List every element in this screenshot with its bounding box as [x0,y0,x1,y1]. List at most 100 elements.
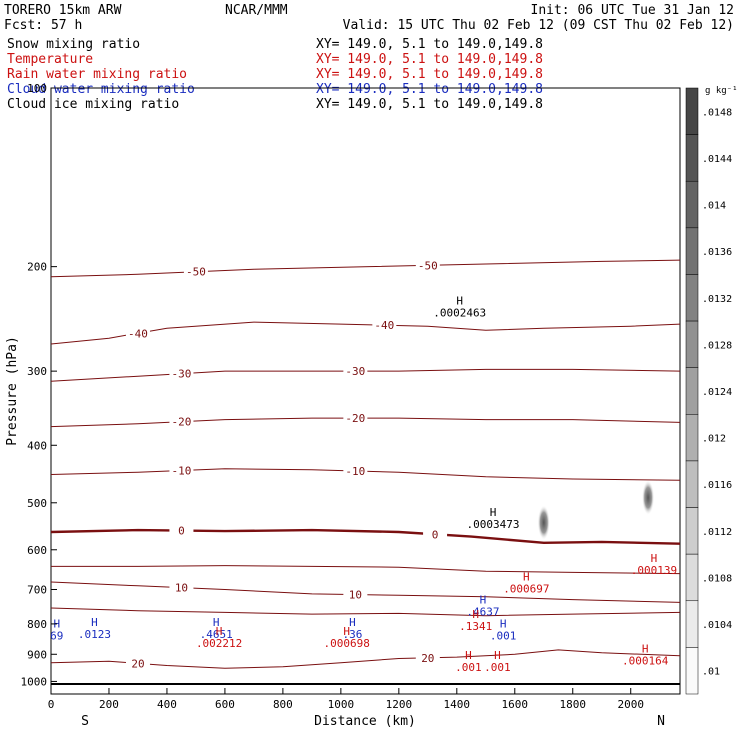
legend-snow-label: Snow mixing ratio [7,37,140,52]
colorbar-segment-5 [685,320,699,368]
high-value-14: .001 [455,661,482,674]
high-value-9: .0123 [78,628,111,641]
snow-maximum-1 [642,480,655,515]
center-title: NCAR/MMM [225,3,288,18]
colorbar-segment-1 [685,134,699,182]
contour-label-bg-2-1 [343,365,368,378]
high-marker-2: H [651,552,658,565]
y-tick-label-8: 200 [27,261,47,274]
temperature-contour-8 [51,607,680,617]
colorbar-segment-2 [685,180,699,229]
x-axis-left-end: S [81,714,89,729]
contour-label-bg-4-0 [169,464,194,477]
high-value-5: .1341 [459,620,492,633]
high-marker-6: H [500,617,507,630]
y-tick-label-3: 700 [27,584,47,597]
high-value-4: .4637 [466,605,499,618]
x-tick-label-7: 1400 [444,698,471,711]
temperature-contour-label-7-0: 10 [175,582,188,595]
temperature-contour-label-2-1: -30 [345,365,365,378]
valid-time: Valid: 15 UTC Thu 02 Feb 12 (09 CST Thu … [343,18,734,33]
legend-cloud-water-xy: XY= 149.0, 5.1 to 149.0,149.8 [316,82,543,97]
y-axis-label: Pressure (hPa) [5,336,20,446]
x-tick-label-1: 200 [99,698,119,711]
temperature-contour-label-0-1: -50 [418,259,438,272]
temperature-contour-label-1-0: -40 [128,327,148,340]
x-tick-label-9: 1800 [560,698,587,711]
high-marker-0: H [456,295,463,308]
temperature-contour-label-4-0: -10 [172,464,192,477]
colorbar-tick-label-3: .0136 [702,247,732,258]
colorbar-tick-label-7: .012 [702,434,726,445]
colorbar-tick-label-6: .0124 [702,387,732,398]
temperature-contour-label-7-1: 10 [349,589,362,602]
colorbar-unit: g kg⁻¹ [705,86,738,96]
colorbar-segment-8 [685,460,699,508]
x-axis: 0 200 400 600 800 1000 1200 1400 1600 1800 2000 [48,688,644,711]
y-tick-label-5: 500 [27,497,47,510]
high-marker-1: H [490,506,497,519]
y-tick-label-0: 1000 [21,675,48,688]
contour-label-bg-9-0 [125,657,150,670]
run-title: TORERO 15km ARW [4,3,122,18]
high-marker-14: H [465,649,472,662]
high-marker-7: H [642,642,649,655]
colorbar-segment-6 [685,367,699,415]
contour-label-bg-5-0 [169,524,194,537]
high-marker-15: H [494,649,501,662]
x-tick-label-0: 0 [48,698,55,711]
x-tick-label-4: 800 [273,698,293,711]
colorbar-tick-label-10: .0108 [702,573,732,584]
colorbar-segment-7 [685,414,699,462]
high-marker-10: H [213,616,220,629]
colorbar-tick-label-1: .0144 [702,154,732,165]
legend-temperature-label: Temperature [7,52,93,67]
plot-area: -50 -50 -40 -40 -30 -30 -20 -20 -10 -10 0 0 10 10 20 20… [51,259,680,685]
x-axis-label: Distance (km) [314,714,416,729]
high-value-6: .001 [490,629,517,642]
colorbar: .0148 .0144 .014 .0136 .0132 .0128 .0124 .012 .0… [685,87,732,695]
contour-label-bg-0-0 [183,265,208,278]
temperature-contour-label-1-1: -40 [374,319,394,332]
colorbar-segment-0 [685,87,699,135]
high-marker-4: H [480,593,487,606]
high-value-12: .36 [343,628,363,641]
colorbar-tick-label-8: .0116 [702,480,732,491]
field-legend: Snow mixing ratio XY= 149.0, 5.1 to 149.… [7,37,543,112]
y-axis: 1000 900 800 700 600 500 400 300 200 100 [21,82,57,688]
high-value-13: .000698 [323,637,369,650]
legend-rain-label: Rain water mixing ratio [7,67,187,82]
y-tick-label-6: 400 [27,439,47,452]
temperature-contour-label-4-1: -10 [345,465,365,478]
y-tick-label-4: 600 [27,544,47,557]
colorbar-segment-3 [685,227,699,275]
temperature-contour-0 [51,259,680,278]
high-marker-3: H [523,571,530,584]
temperature-contour-label-5-0: 0 [178,525,185,538]
high-value-1: .0003473 [467,518,520,531]
contour-label-bg-4-1 [343,465,368,478]
x-axis-right-end: N [657,714,665,729]
high-value-15: .001 [484,661,511,674]
contour-label-bg-3-1 [343,412,368,425]
y-tick-label-2: 800 [27,618,47,631]
init-time: Init: 06 UTC Tue 31 Jan 12 [531,3,735,18]
high-value-11: .002212 [196,637,242,650]
x-tick-label-3: 600 [215,698,235,711]
high-value-7: .000164 [622,654,669,667]
y-tick-label-9: 100 [27,82,47,95]
x-tick-label-8: 1600 [502,698,529,711]
colorbar-segment-4 [685,274,699,322]
legend-rain-xy: XY= 149.0, 5.1 to 149.0,149.8 [316,67,543,82]
colorbar-segment-11 [685,600,699,648]
contour-label-bg-3-0 [169,415,194,428]
temperature-contour-label-5-1: 0 [432,528,439,541]
high-value-3: .000697 [503,583,549,596]
colorbar-tick-label-2: .014 [702,201,726,212]
contour-label-bg-7-0 [169,581,194,594]
temperature-contour-label-9-0: 20 [131,657,144,670]
x-tick-label-5: 1000 [328,698,355,711]
colorbar-segment-10 [685,553,699,602]
legend-temperature-xy: XY= 149.0, 5.1 to 149.0,149.8 [316,52,543,67]
